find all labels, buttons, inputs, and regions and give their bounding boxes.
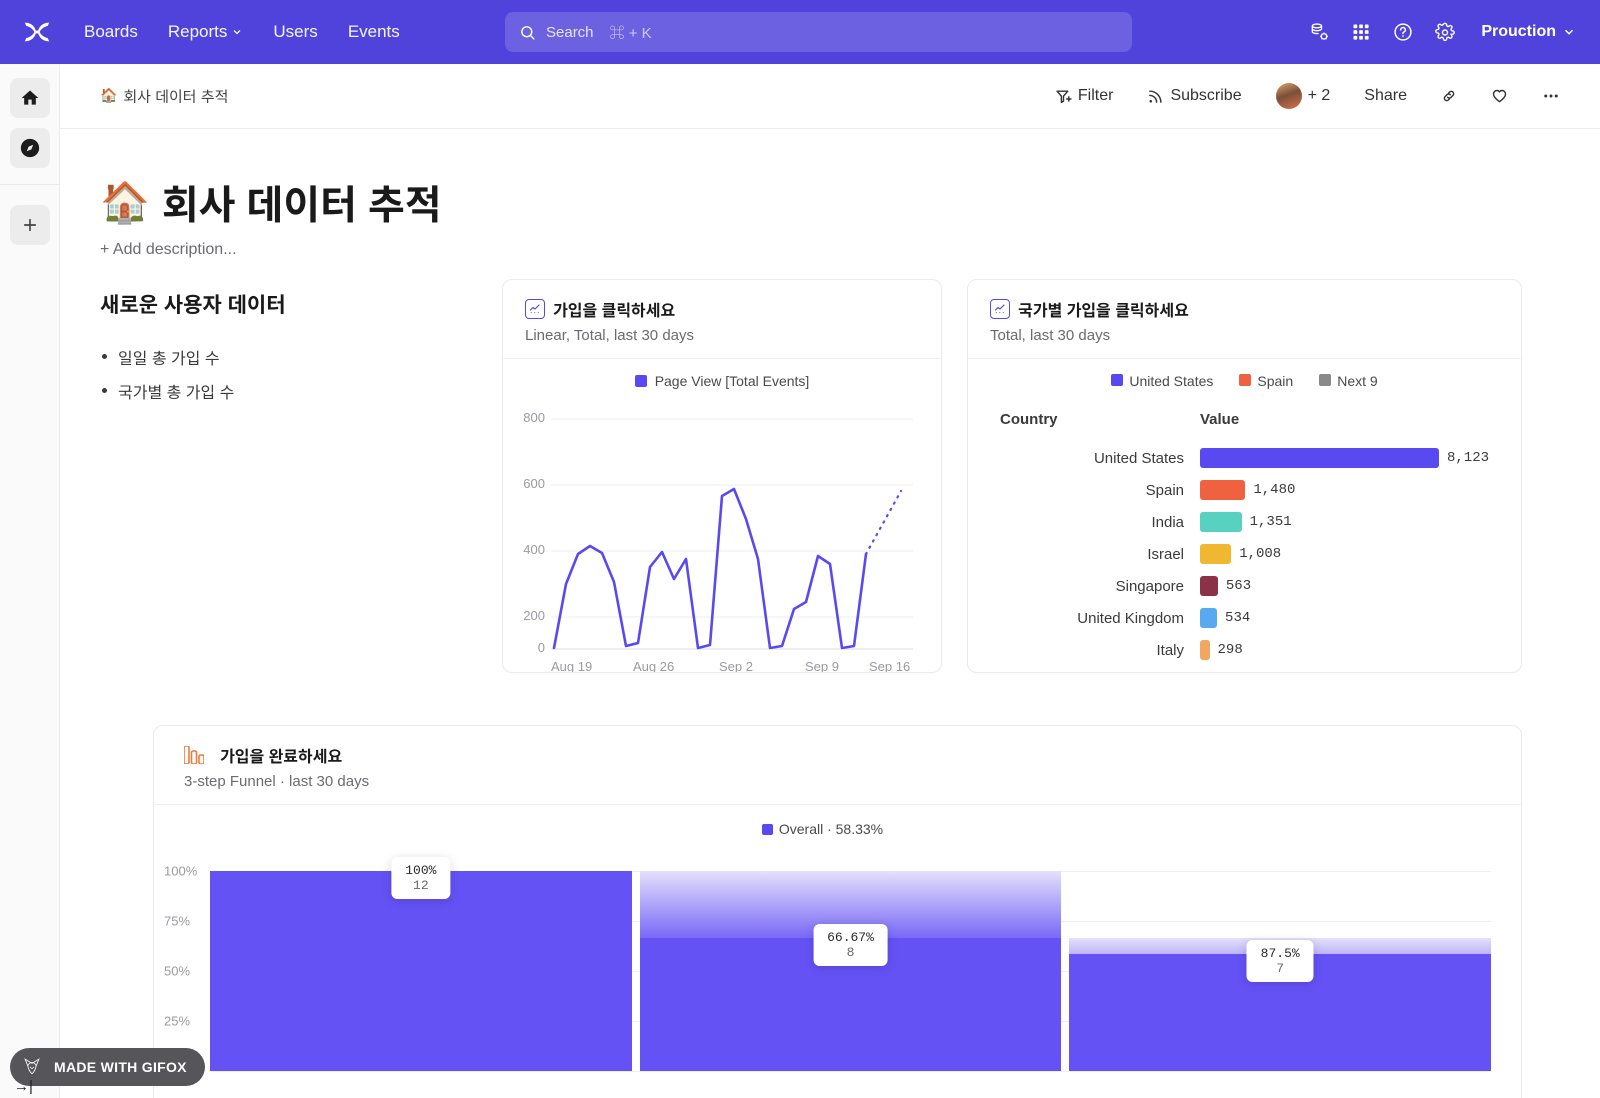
svg-text:800: 800: [523, 410, 545, 425]
svg-text:Sep 9: Sep 9: [805, 659, 839, 673]
svg-text:600: 600: [523, 476, 545, 491]
svg-text:Sep 16: Sep 16: [869, 659, 910, 673]
svg-text:200: 200: [523, 608, 545, 623]
svg-text:Sep 2: Sep 2: [719, 659, 753, 673]
svg-text:Aug 26: Aug 26: [633, 659, 674, 673]
svg-text:0: 0: [538, 640, 545, 655]
svg-text:400: 400: [523, 542, 545, 557]
svg-text:Aug 19: Aug 19: [551, 659, 592, 673]
